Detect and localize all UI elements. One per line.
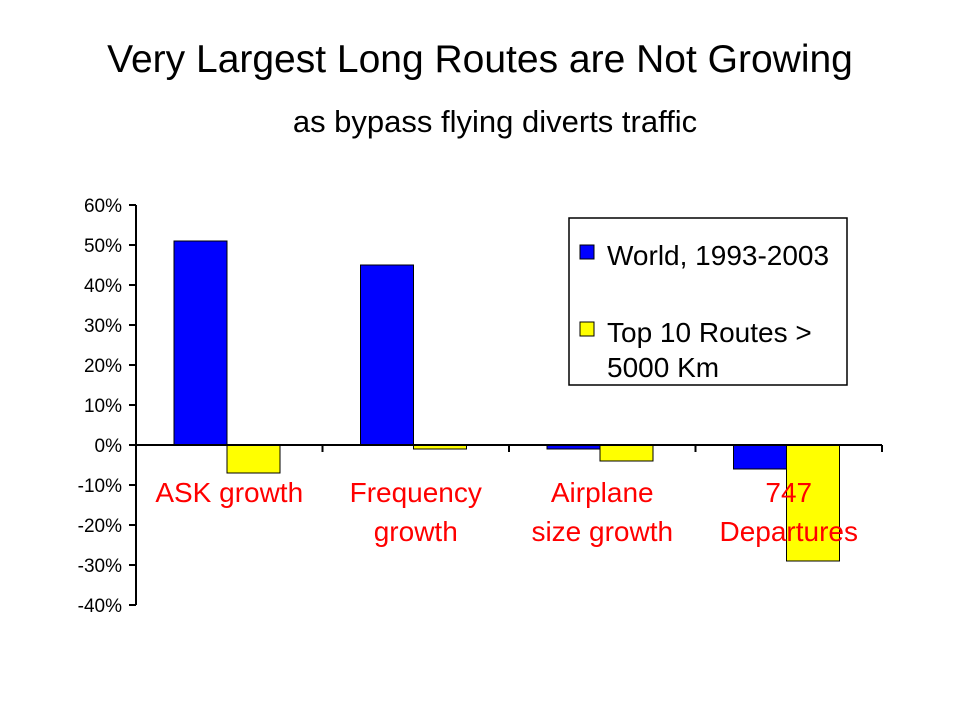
category-label: Airplane size growth — [531, 477, 673, 547]
chart-subtitle: as bypass flying diverts traffic — [292, 104, 698, 139]
legend-box — [568, 217, 848, 386]
legend-label: Top 10 Routes >5000 Km — [607, 317, 812, 383]
y-tick-label: 40% — [84, 276, 122, 297]
y-tick-label: -40% — [78, 596, 122, 617]
y-tick-label: 30% — [84, 316, 122, 337]
bar — [173, 240, 228, 446]
category-label: 747 Departures — [719, 477, 858, 547]
bar — [599, 444, 654, 462]
legend-swatch — [579, 244, 595, 260]
y-tick-label: -20% — [78, 516, 122, 537]
bar — [360, 264, 414, 446]
y-tick-label: 60% — [84, 196, 122, 217]
bar — [226, 444, 281, 474]
category-label: ASK growth — [155, 477, 303, 508]
category-label: Frequency growth — [350, 477, 482, 547]
legend-swatch — [579, 321, 595, 337]
y-tick-label: -10% — [78, 476, 122, 497]
y-tick-label: 0% — [95, 436, 123, 457]
legend-label: World, 1993-2003 — [607, 240, 829, 271]
chart-title: Very Largest Long Routes are Not Growing — [107, 38, 853, 81]
y-tick-label: -30% — [78, 556, 122, 577]
y-tick-label: 50% — [84, 236, 122, 257]
bar — [786, 444, 840, 562]
y-tick-label: 10% — [84, 396, 122, 417]
y-tick-label: 20% — [84, 356, 122, 377]
bar — [733, 444, 787, 470]
